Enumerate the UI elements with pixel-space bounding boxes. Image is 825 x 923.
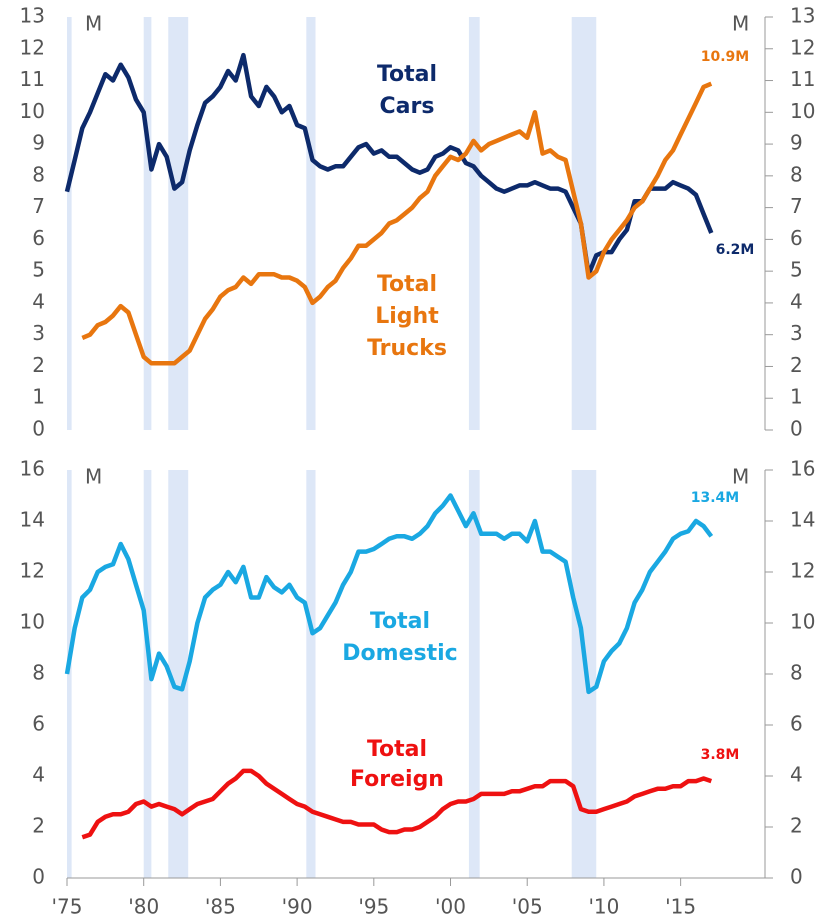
y-tick-label: 4 <box>32 763 45 787</box>
y2-tick-label: 16 <box>790 457 815 481</box>
y-tick-label: 3 <box>32 321 45 345</box>
y-tick-label: 5 <box>32 258 45 282</box>
y-tick-label: 9 <box>32 131 45 155</box>
y2-tick-label: 4 <box>790 763 803 787</box>
unit-label: M <box>732 12 749 36</box>
unit-label: M <box>85 12 102 36</box>
y2-tick-label: 6 <box>790 226 803 250</box>
y-tick-label: 6 <box>32 712 45 736</box>
y2-tick-label: 10 <box>790 610 815 634</box>
x-tick-label: '00 <box>435 895 466 919</box>
y2-tick-label: 13 <box>790 4 815 28</box>
y2-tick-label: 12 <box>790 35 815 59</box>
x-tick-label: '15 <box>665 895 696 919</box>
y2-tick-label: 4 <box>790 289 803 313</box>
y-tick-label: 6 <box>32 226 45 250</box>
series-line <box>64 493 714 695</box>
series-label: Total Domestic <box>342 609 457 666</box>
recession-band <box>468 470 480 878</box>
y-tick-label: 14 <box>20 508 45 532</box>
y2-tick-label: 2 <box>790 814 803 838</box>
y2-tick-label: 7 <box>790 194 803 218</box>
y2-tick-label: 12 <box>790 559 815 583</box>
y2-tick-label: 8 <box>790 661 803 685</box>
recession-band <box>571 17 597 430</box>
y-tick-label: 10 <box>20 610 45 634</box>
y2-tick-label: 3 <box>790 321 803 345</box>
y-tick-label: 12 <box>20 35 45 59</box>
y2-tick-label: 9 <box>790 131 803 155</box>
y-tick-label: 0 <box>32 417 45 441</box>
y-tick-label: 16 <box>20 457 45 481</box>
y-tick-label: 12 <box>20 559 45 583</box>
y2-tick-label: 8 <box>790 162 803 186</box>
end-label: 6.2M <box>716 242 755 258</box>
end-label: 10.9M <box>701 49 749 65</box>
y-tick-label: 2 <box>32 814 45 838</box>
y2-tick-label: 1 <box>790 385 803 409</box>
recession-band <box>468 17 480 430</box>
y-tick-label: 10 <box>20 99 45 123</box>
y2-tick-label: 6 <box>790 712 803 736</box>
unit-label: M <box>732 465 749 489</box>
series-label: Total Foreign <box>350 737 444 792</box>
series-line <box>81 81 713 366</box>
recession-band <box>168 470 189 878</box>
recession-band <box>306 17 316 430</box>
recession-band <box>67 470 72 878</box>
y-tick-label: 8 <box>32 162 45 186</box>
y-tick-label: 4 <box>32 289 45 313</box>
series-line <box>81 768 713 840</box>
y-tick-label: 7 <box>32 194 45 218</box>
y2-tick-label: 2 <box>790 353 803 377</box>
y-tick-label: 13 <box>20 4 45 28</box>
recession-band <box>168 17 189 430</box>
y-tick-label: 11 <box>20 67 45 91</box>
series-label: Total Light Trucks <box>367 272 447 361</box>
recession-band <box>67 17 72 430</box>
y2-tick-label: 5 <box>790 258 803 282</box>
recession-band <box>143 470 152 878</box>
unit-label: M <box>85 465 102 489</box>
y2-tick-label: 0 <box>790 865 803 889</box>
series-label: Total Cars <box>377 62 437 119</box>
end-label: 13.4M <box>691 490 739 506</box>
recession-band <box>143 17 152 430</box>
x-tick-label: '10 <box>588 895 619 919</box>
x-tick-label: '90 <box>282 895 313 919</box>
y2-tick-label: 11 <box>790 67 815 91</box>
y2-tick-label: 14 <box>790 508 815 532</box>
x-tick-label: '80 <box>128 895 159 919</box>
x-tick-label: '75 <box>52 895 83 919</box>
y-tick-label: 8 <box>32 661 45 685</box>
y-tick-label: 0 <box>32 865 45 889</box>
x-tick-label: '05 <box>512 895 543 919</box>
end-label: 3.8M <box>701 747 740 763</box>
recession-band <box>571 470 597 878</box>
y2-tick-label: 0 <box>790 417 803 441</box>
x-tick-label: '85 <box>205 895 236 919</box>
series-line <box>64 52 714 277</box>
y-tick-label: 2 <box>32 353 45 377</box>
y2-tick-label: 10 <box>790 99 815 123</box>
y-tick-label: 1 <box>32 385 45 409</box>
recession-band <box>306 470 316 878</box>
x-tick-label: '95 <box>358 895 389 919</box>
